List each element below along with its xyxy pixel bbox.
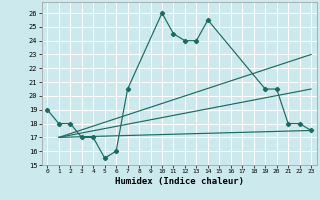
X-axis label: Humidex (Indice chaleur): Humidex (Indice chaleur) [115,177,244,186]
